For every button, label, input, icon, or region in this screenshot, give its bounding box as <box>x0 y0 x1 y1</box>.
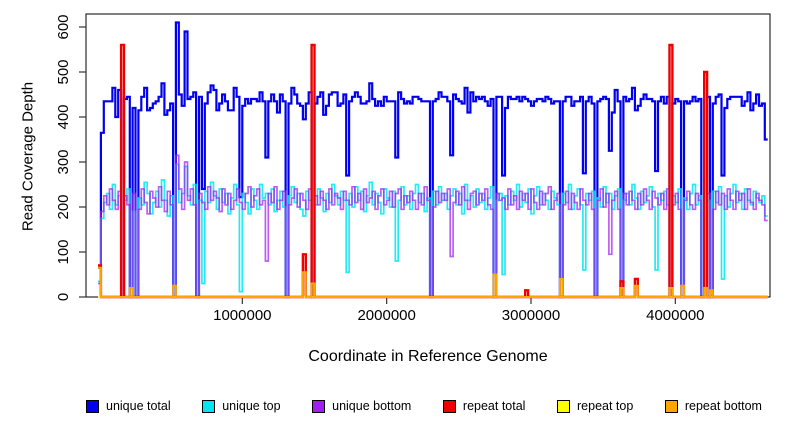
legend-item-unique-top: unique top <box>202 399 281 413</box>
legend-swatch-icon <box>86 399 99 413</box>
x-tick-label: 3000000 <box>502 307 560 324</box>
x-tick-label: 4000000 <box>646 307 704 324</box>
y-tick-label: 300 <box>55 149 72 174</box>
legend-item-repeat-bottom: repeat bottom <box>664 399 762 413</box>
legend-item-unique-total: unique total <box>86 399 171 413</box>
legend-label: repeat bottom <box>684 399 762 413</box>
legend-swatch-icon <box>202 399 216 413</box>
legend-swatch-icon <box>557 399 570 413</box>
legend-label: repeat total <box>462 399 526 413</box>
y-tick-label: 200 <box>55 194 72 219</box>
x-axis-label: Coordinate in Reference Genome <box>308 348 548 365</box>
y-tick-label: 400 <box>55 104 72 129</box>
y-tick-label: 600 <box>55 14 72 39</box>
legend-label: repeat top <box>577 399 634 413</box>
y-tick-label: 100 <box>55 239 72 264</box>
y-tick-label: 0 <box>55 293 72 301</box>
legend-label: unique total <box>106 399 171 413</box>
y-axis-label: Read Coverage Depth <box>19 81 37 232</box>
plot-legend: unique total unique top unique bottom repea… <box>86 399 762 413</box>
legend-swatch-icon <box>312 399 326 413</box>
legend-item-repeat-top: repeat top <box>557 399 633 413</box>
x-tick-label: 2000000 <box>357 307 415 324</box>
legend-item-repeat-total: repeat total <box>442 399 526 413</box>
x-tick-label: 1000000 <box>213 307 271 324</box>
legend-swatch-icon <box>442 399 456 413</box>
series-repeat-bottom-line <box>98 266 768 298</box>
legend-swatch-icon <box>664 399 678 413</box>
y-tick-label: 500 <box>55 59 72 84</box>
legend-item-unique-bottom: unique bottom <box>312 399 411 413</box>
legend-label: unique top <box>222 399 281 413</box>
legend-label: unique bottom <box>332 399 412 413</box>
